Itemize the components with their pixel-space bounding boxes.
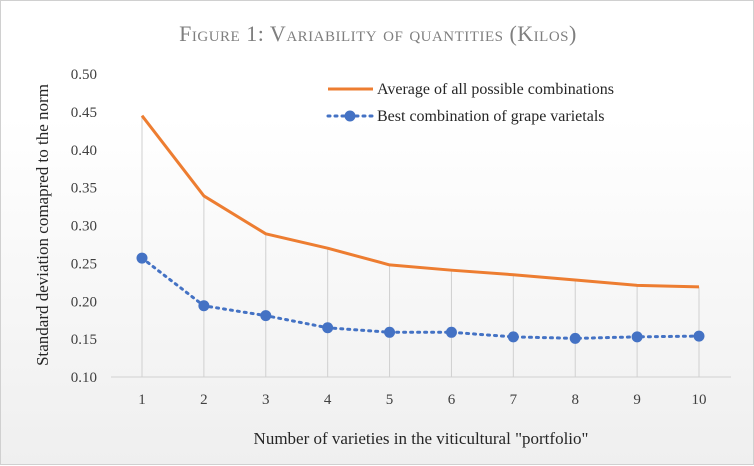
x-tick-label: 7: [510, 392, 518, 408]
y-tick-label: 0.50: [71, 67, 97, 83]
y-tick-label: 0.40: [71, 143, 97, 159]
data-point: [384, 326, 396, 338]
series-line: [140, 256, 701, 340]
x-axis-label: Number of varieties in the viticultural …: [254, 429, 589, 448]
x-tick-label: 8: [571, 392, 579, 408]
y-tick-label: 0.15: [71, 332, 97, 348]
chart-title: Figure 1: Variability of quantities (Kil…: [179, 21, 577, 46]
x-tick-label: 1: [138, 392, 146, 408]
data-point: [198, 300, 210, 312]
x-tick-label: 5: [386, 392, 394, 408]
data-point: [569, 332, 581, 344]
y-tick-label: 0.10: [71, 370, 97, 386]
x-tick-label: 2: [200, 392, 208, 408]
data-point: [631, 331, 643, 343]
x-tick-label: 6: [448, 392, 456, 408]
data-point: [136, 252, 148, 264]
legend-label: Average of all possible combinations: [377, 81, 614, 98]
y-tick-label: 0.35: [71, 181, 97, 197]
y-axis-label: Standard deviation comapred to the norm: [33, 84, 52, 366]
data-point: [260, 310, 272, 322]
y-tick-label: 0.25: [71, 256, 97, 272]
x-tick-label: 3: [262, 392, 270, 408]
series-line: [140, 114, 700, 289]
data-point: [445, 326, 457, 338]
data-point: [507, 331, 519, 343]
data-point: [693, 330, 705, 342]
legend-marker: [344, 110, 356, 122]
y-tick-label: 0.20: [71, 294, 97, 310]
x-tick-label: 10: [692, 392, 707, 408]
y-tick-label: 0.30: [71, 219, 97, 235]
legend-label: Best combination of grape varietals: [377, 108, 604, 125]
x-tick-label: 9: [633, 392, 641, 408]
y-tick-label: 0.45: [71, 105, 97, 121]
x-tick-label: 4: [324, 392, 332, 408]
data-point: [322, 322, 334, 334]
